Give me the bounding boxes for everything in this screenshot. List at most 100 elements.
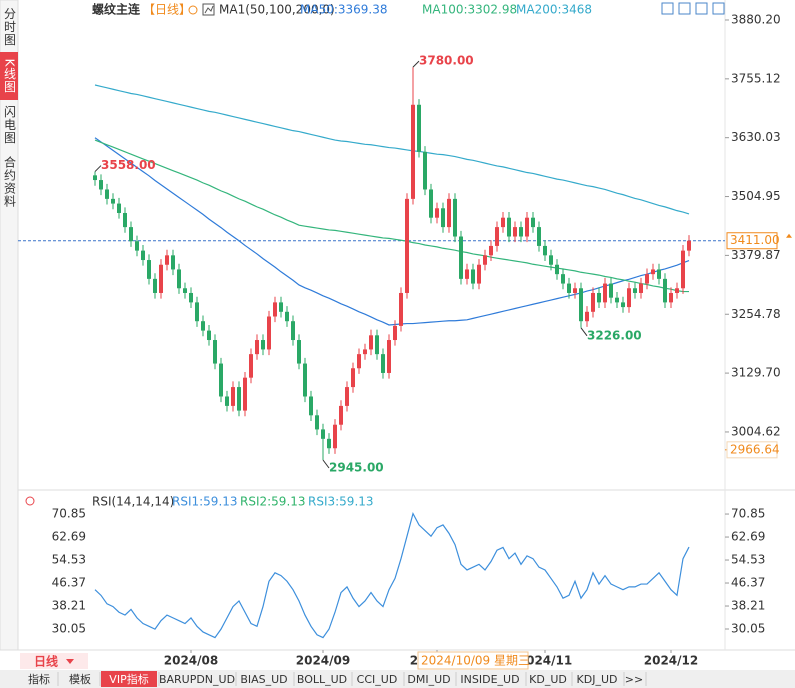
sidebar-tab[interactable]: 分时图 [3, 7, 17, 46]
candle-body [675, 288, 679, 293]
sidebar-selected [0, 52, 18, 100]
tab[interactable]: >> [625, 673, 643, 686]
candle-body [225, 396, 229, 406]
candle-body [513, 227, 517, 237]
price-box [726, 232, 778, 250]
candle-body [273, 302, 277, 317]
candle-body [531, 217, 535, 228]
candle-body [249, 354, 253, 378]
sidebar-tab[interactable]: 合约资料 [3, 155, 17, 208]
icon[interactable] [202, 3, 215, 16]
candle-body [669, 292, 673, 303]
y-tick-label: 54.53 [731, 553, 765, 567]
candle-body [495, 227, 499, 246]
candle-body [243, 377, 247, 411]
candle-body [375, 335, 379, 355]
candle-body [681, 250, 685, 289]
price-label: 2966.64 [730, 442, 780, 456]
candle-body [471, 269, 475, 284]
candle-body [405, 198, 409, 293]
icon[interactable] [188, 5, 198, 15]
ma-line [94, 137, 690, 326]
tab[interactable]: BIAS_UD [240, 673, 287, 686]
candle-body [501, 217, 505, 228]
candle-body [525, 217, 529, 237]
y-tick-label: 3755.12 [731, 71, 781, 85]
candle-body [615, 297, 619, 303]
candle-body [351, 368, 355, 388]
tab-bar [0, 670, 795, 688]
y-tick-label: 70.85 [731, 507, 765, 521]
candle-body [345, 387, 349, 406]
candle-body [447, 198, 451, 228]
sidebar-tab[interactable]: 闪电图 [3, 105, 17, 144]
y-tick-label: 38.21 [52, 599, 86, 613]
candle-body [333, 424, 337, 449]
cursor-date-box [417, 651, 529, 670]
cursor-date: 2024/10/09 星期三 [421, 654, 530, 668]
tab[interactable]: KDJ_UD [577, 673, 618, 686]
candle-body [135, 241, 139, 251]
y-tick-label: 38.21 [731, 599, 765, 613]
candle-body [297, 340, 301, 364]
y-tick-label: 3004.62 [731, 424, 781, 438]
candle-body [465, 269, 469, 279]
candle-body [255, 340, 259, 355]
legend-entry: RSI1:59.13 [172, 495, 238, 509]
candle-body [129, 227, 133, 242]
annotation-leader [94, 165, 102, 172]
candle-body [381, 354, 385, 373]
dropdown-arrow [66, 659, 74, 664]
sidebar-tab[interactable]: K线图 [3, 59, 17, 94]
rsi-line [94, 511, 690, 639]
period-button-label[interactable]: 日线 [34, 654, 58, 669]
period-button[interactable] [20, 653, 88, 669]
symbol: 螺纹主连 [92, 2, 141, 17]
candle-body [339, 405, 343, 425]
tab[interactable]: INSIDE_UD [460, 673, 519, 686]
candle-body [639, 283, 643, 293]
candle-body [123, 212, 127, 228]
candle-body [309, 396, 313, 416]
tool-icon[interactable] [678, 2, 691, 15]
candle-body [183, 288, 187, 293]
annotation-label: 2945.00 [329, 461, 384, 475]
y-tick-label: 62.69 [731, 530, 765, 544]
tab[interactable]: BARUPDN_UD [159, 673, 235, 686]
annotation-label: 3780.00 [419, 54, 474, 68]
settings-icon[interactable] [25, 496, 35, 506]
candle-body [411, 104, 415, 199]
candle-body [399, 292, 403, 326]
y-tick-label: 46.37 [52, 576, 86, 590]
tool-icon[interactable] [695, 2, 708, 15]
tab[interactable]: CCI_UD [357, 673, 398, 686]
rsi-title: RSI(14,14,14) [92, 495, 174, 509]
candle-body [585, 311, 589, 322]
candle-body [477, 264, 481, 284]
tab[interactable]: VIP指标 [109, 672, 148, 686]
legend-entry: RSI2:59.13 [240, 495, 306, 509]
tool-icon[interactable] [661, 2, 674, 15]
tool-icon[interactable] [712, 2, 725, 15]
candle-body [489, 245, 493, 256]
tab[interactable]: KD_UD [529, 673, 567, 686]
candle-body [453, 198, 457, 237]
y-tick-label: 30.05 [731, 622, 765, 636]
candle-body [651, 269, 655, 275]
candle-body [543, 245, 547, 256]
toolbar [661, 2, 725, 15]
tab[interactable]: 模板 [69, 672, 91, 686]
candle-body [609, 283, 613, 298]
tab[interactable]: DMI_UD [407, 673, 450, 686]
tab[interactable]: 指标 [28, 672, 50, 686]
icon [204, 5, 214, 14]
candle-body [153, 278, 157, 293]
candle-body [429, 189, 433, 218]
candle-body [387, 340, 391, 373]
y-tick-label: 54.53 [52, 553, 86, 567]
period: 【日线】 [143, 3, 191, 17]
tab[interactable]: BOLL_UD [297, 673, 347, 686]
y-tick-label: 30.05 [52, 622, 86, 636]
candle-body [417, 104, 421, 152]
legend-entry: MA50:3369.38 [300, 3, 388, 17]
